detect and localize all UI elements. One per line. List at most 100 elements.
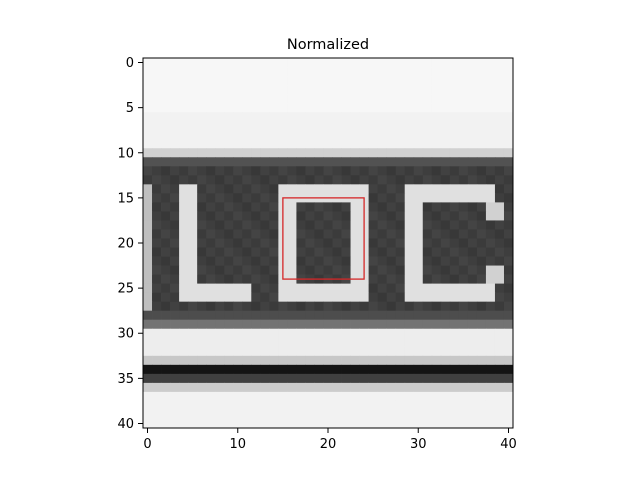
heatmap-cell	[386, 229, 397, 239]
heatmap-cell	[431, 301, 442, 312]
heatmap-cell	[359, 94, 370, 104]
heatmap-cell	[386, 148, 397, 158]
heatmap-cell	[467, 229, 478, 239]
heatmap-cell	[449, 229, 460, 239]
heatmap-cell	[431, 121, 442, 131]
heatmap-cell	[467, 301, 478, 312]
heatmap-cell	[341, 319, 351, 330]
heatmap-cell	[296, 139, 306, 149]
heatmap-cell	[413, 85, 424, 95]
heatmap-cell	[440, 157, 451, 167]
heatmap-cell	[449, 220, 460, 230]
heatmap-cell	[305, 211, 315, 221]
heatmap-cell	[413, 418, 424, 429]
heatmap-cell	[260, 94, 270, 104]
heatmap-cell	[332, 76, 342, 86]
heatmap-cell	[485, 247, 496, 257]
heatmap-cell	[206, 76, 216, 86]
heatmap-cell	[287, 76, 297, 86]
heatmap-cell	[503, 121, 514, 131]
heatmap-cell	[458, 67, 469, 77]
heatmap-cell	[341, 148, 351, 158]
heatmap-cell	[341, 94, 351, 104]
heatmap-cell	[422, 103, 433, 113]
heatmap-cell	[269, 274, 279, 285]
heatmap-cell	[224, 193, 234, 203]
heatmap-cell	[395, 382, 406, 393]
heatmap-cell	[287, 247, 297, 257]
heatmap-cell	[179, 58, 189, 68]
heatmap-cell	[350, 184, 360, 194]
heatmap-cell	[467, 409, 478, 420]
heatmap-cell	[350, 283, 360, 294]
heatmap-cell	[260, 319, 270, 330]
heatmap-cell	[377, 175, 388, 185]
heatmap-cell	[170, 301, 180, 312]
heatmap-cell	[404, 130, 415, 140]
heatmap-cell	[260, 337, 270, 348]
heatmap-cell	[323, 103, 333, 113]
heatmap-cell	[251, 310, 261, 321]
heatmap-cell	[287, 58, 297, 68]
heatmap-cell	[215, 121, 225, 131]
heatmap-cell	[296, 166, 306, 176]
heatmap-cell	[422, 346, 433, 357]
heatmap-cell	[251, 328, 261, 339]
heatmap-cell	[431, 58, 442, 68]
heatmap-cell	[215, 265, 225, 275]
heatmap-cell	[341, 229, 351, 239]
heatmap-cell	[188, 229, 198, 239]
heatmap-cell	[323, 166, 333, 176]
heatmap-cell	[143, 274, 153, 285]
heatmap-cell	[224, 283, 234, 294]
heatmap-cell	[467, 337, 478, 348]
heatmap-cell	[476, 319, 487, 330]
heatmap-cell	[332, 112, 342, 122]
heatmap-cell	[188, 220, 198, 230]
heatmap-cell	[170, 193, 180, 203]
heatmap-cell	[431, 355, 442, 366]
heatmap-cell	[422, 238, 433, 248]
heatmap-cell	[296, 292, 306, 303]
heatmap-cell	[269, 418, 279, 429]
heatmap-cell	[332, 292, 342, 303]
heatmap-cell	[152, 418, 162, 429]
heatmap-cell	[179, 112, 189, 122]
heatmap-cell	[359, 76, 370, 86]
heatmap-cell	[233, 130, 243, 140]
heatmap-cell	[476, 247, 487, 257]
heatmap-cell	[422, 211, 433, 221]
heatmap-cell	[287, 85, 297, 95]
heatmap-cell	[377, 364, 388, 375]
heatmap-cell	[143, 265, 153, 275]
heatmap-cell	[287, 202, 297, 212]
heatmap-cell	[269, 364, 279, 375]
heatmap-cell	[440, 220, 451, 230]
heatmap-cell	[350, 265, 360, 275]
heatmap-cell	[251, 265, 261, 275]
heatmap-cell	[323, 157, 333, 167]
heatmap-cell	[269, 373, 279, 384]
heatmap-cell	[323, 121, 333, 131]
heatmap-cell	[476, 292, 487, 303]
heatmap-cell	[197, 346, 207, 357]
heatmap-cell	[449, 418, 460, 429]
heatmap-cell	[467, 355, 478, 366]
y-tick-label: 35	[117, 372, 134, 387]
heatmap-cell	[305, 283, 315, 294]
heatmap-cell	[449, 310, 460, 321]
heatmap-cell	[404, 184, 415, 194]
heatmap-cell	[377, 85, 388, 95]
heatmap-cell	[251, 355, 261, 366]
heatmap-cell	[377, 247, 388, 257]
heatmap-cell	[314, 409, 324, 420]
heatmap-cell	[305, 157, 315, 167]
heatmap-cell	[197, 409, 207, 420]
heatmap-cell	[404, 355, 415, 366]
heatmap-cell	[377, 67, 388, 77]
heatmap-cell	[215, 310, 225, 321]
heatmap-cell	[269, 337, 279, 348]
heatmap-cell	[269, 76, 279, 86]
heatmap-cell	[296, 391, 306, 402]
heatmap-cell	[269, 148, 279, 158]
